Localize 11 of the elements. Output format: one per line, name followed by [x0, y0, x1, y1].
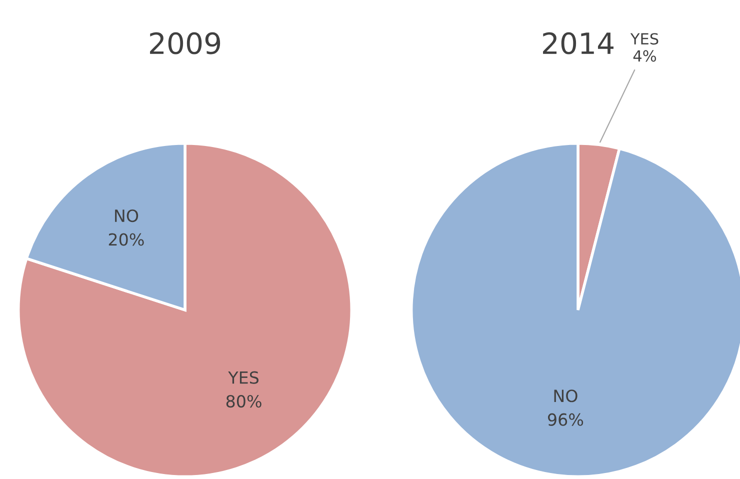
- pie-slice: [16, 142, 354, 478]
- slice-label: YES: [630, 33, 658, 45]
- data-label: 20%: [108, 233, 144, 246]
- slice-label: YES: [228, 371, 258, 384]
- data-label: 96%: [548, 413, 584, 426]
- data-label: 80%: [226, 394, 262, 408]
- slice-label: NO: [554, 390, 578, 402]
- data-label: 4%: [633, 50, 656, 62]
- chart-title: 2014: [543, 32, 614, 54]
- slice-label: NO: [115, 209, 138, 222]
- chart-title: 2009: [150, 32, 220, 54]
